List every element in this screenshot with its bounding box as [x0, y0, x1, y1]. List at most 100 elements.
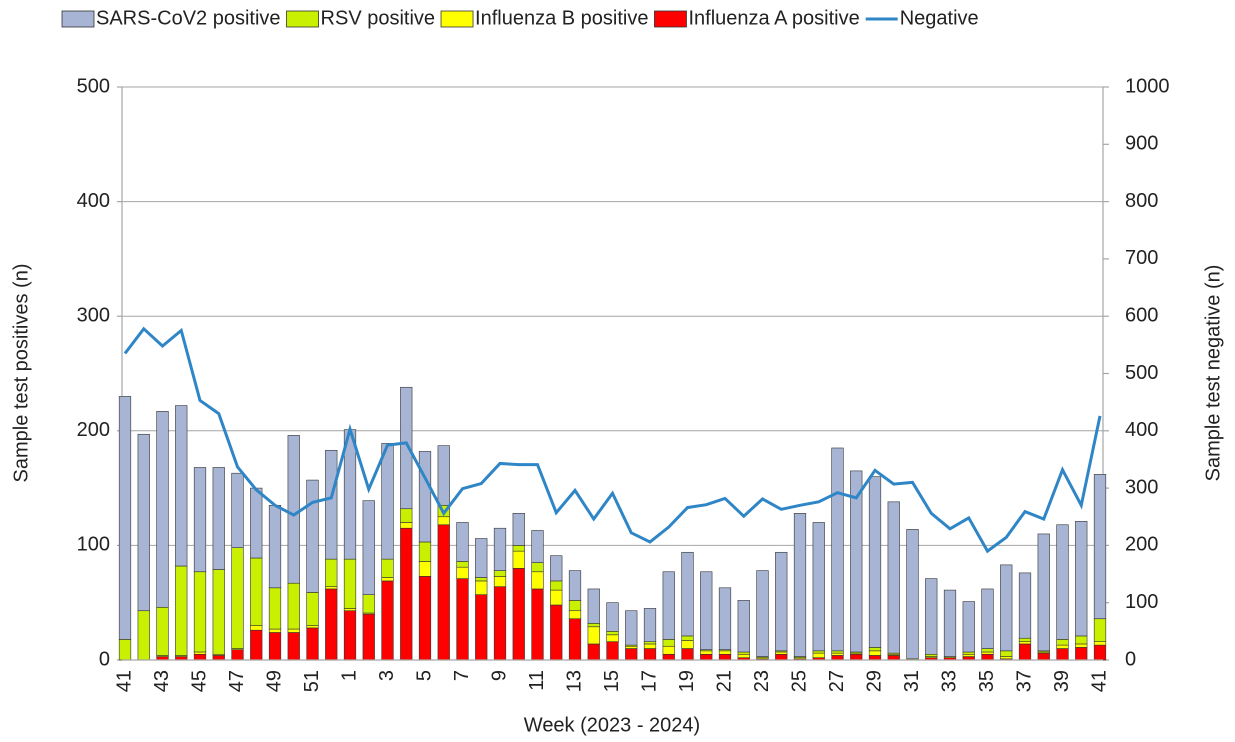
bar-segment: [250, 487, 263, 559]
bar-segment: [981, 653, 994, 661]
x-tick-label: 23: [751, 670, 773, 692]
bar-segment: [400, 508, 413, 523]
x-tick-label: 43: [151, 670, 173, 692]
x-tick-label: 19: [676, 670, 698, 692]
bar-segment: [737, 653, 750, 659]
bar-segment: [493, 576, 507, 587]
bar-segment: [568, 570, 582, 601]
bar-segment: [700, 571, 713, 650]
x-tick-label: 47: [226, 670, 248, 692]
bar-segment: [437, 445, 450, 506]
bar-segment: [1037, 533, 1050, 652]
bar-segment: [925, 578, 938, 655]
bar-segment: [718, 650, 732, 655]
bar-segment: [325, 449, 338, 560]
y2-axis-title: Sample test negative (n): [1202, 265, 1224, 482]
bar-segment: [1018, 643, 1032, 661]
bar-segment: [1056, 644, 1069, 649]
bar-segment: [737, 600, 750, 653]
bar-segment: [1075, 635, 1088, 645]
bar-segment: [287, 632, 300, 661]
bar-segment: [193, 651, 207, 655]
bar-segment: [493, 570, 507, 577]
bar-segment: [681, 640, 694, 649]
bar-segment: [475, 577, 488, 582]
bar-segment: [1075, 647, 1088, 661]
x-tick-label: 49: [263, 670, 285, 692]
bar-segment: [831, 447, 844, 652]
x-tick-label: 3: [376, 670, 398, 681]
bar-segment: [250, 629, 263, 661]
bar-segment: [643, 641, 657, 645]
bar-segment: [662, 571, 675, 640]
bar-segment: [550, 589, 563, 606]
legend-label: Negative: [900, 7, 979, 29]
bar-segment: [118, 396, 132, 640]
bar-segment: [662, 645, 675, 655]
bar-segment: [906, 529, 919, 660]
bar-segment: [681, 551, 694, 637]
bar-segment: [831, 655, 844, 661]
bar-segment: [700, 653, 713, 661]
bar-segment: [287, 435, 300, 584]
bar-segment: [1018, 637, 1032, 642]
bar-segment: [381, 443, 394, 560]
x-tick-label: 21: [713, 670, 735, 692]
bar-segment: [1056, 648, 1069, 661]
x-tick-label: 27: [826, 670, 848, 692]
x-tick-label: 7: [451, 670, 473, 681]
bar-segment: [868, 476, 882, 648]
y-tick-label: 500: [77, 75, 110, 97]
x-tick-label: 31: [901, 670, 923, 692]
bar-segment: [1093, 618, 1107, 642]
bar-segment: [268, 628, 282, 633]
bar-segment: [418, 541, 432, 562]
bar-segment: [306, 625, 319, 629]
bar-segment: [662, 653, 675, 661]
bar-segment: [868, 650, 882, 656]
legend-swatch: [286, 10, 319, 28]
x-tick-label: 41: [1088, 670, 1110, 692]
y2-tick-label: 0: [1125, 648, 1136, 670]
y2-tick-label: 800: [1125, 190, 1158, 212]
y-tick-label: 0: [99, 648, 110, 670]
bar-segment: [850, 470, 863, 653]
bar-segment: [962, 653, 975, 657]
y-tick-label: 400: [77, 190, 110, 212]
bar-segment: [925, 653, 938, 657]
bar-segment: [550, 555, 563, 582]
bar-segment: [606, 602, 619, 632]
bar-segment: [381, 580, 394, 661]
bar-segment: [868, 647, 882, 652]
bar-segment: [775, 653, 788, 661]
bar-segment: [662, 639, 675, 647]
bar-segment: [831, 650, 844, 654]
bar-segment: [250, 557, 263, 626]
bar-segment: [756, 570, 769, 657]
bar-segment: [456, 522, 469, 562]
bar-segment: [362, 500, 375, 595]
bar-segment: [343, 610, 357, 661]
x-tick-label: 41: [113, 670, 135, 692]
bar-segment: [850, 653, 863, 661]
bar-segment: [418, 451, 432, 543]
x-tick-label: 25: [788, 670, 810, 692]
bar-segment: [681, 635, 694, 641]
bar-segment: [456, 561, 469, 568]
bar-segment: [493, 527, 507, 571]
bar-segment: [493, 586, 507, 661]
x-tick-label: 35: [976, 670, 998, 692]
bar-segment: [456, 578, 469, 661]
x-tick-label: 15: [601, 670, 623, 692]
bar-segment: [812, 652, 825, 659]
bar-segment: [1037, 652, 1050, 661]
bar-segment: [1000, 650, 1013, 657]
x-tick-label: 37: [1013, 670, 1035, 692]
bar-segment: [737, 651, 750, 655]
bar-segment: [831, 652, 844, 656]
bar-segment: [981, 651, 994, 655]
bar-segment: [1018, 572, 1032, 639]
bar-segment: [268, 632, 282, 661]
bar-segment: [718, 653, 732, 661]
bar-segment: [625, 610, 638, 646]
